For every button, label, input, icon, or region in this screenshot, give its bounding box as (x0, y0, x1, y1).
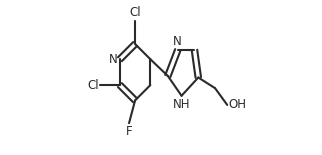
Text: Cl: Cl (129, 6, 141, 19)
Text: OH: OH (229, 98, 247, 111)
Text: NH: NH (173, 98, 190, 111)
Text: F: F (126, 125, 132, 138)
Text: Cl: Cl (87, 79, 99, 92)
Text: N: N (173, 35, 182, 48)
Text: N: N (109, 53, 118, 66)
